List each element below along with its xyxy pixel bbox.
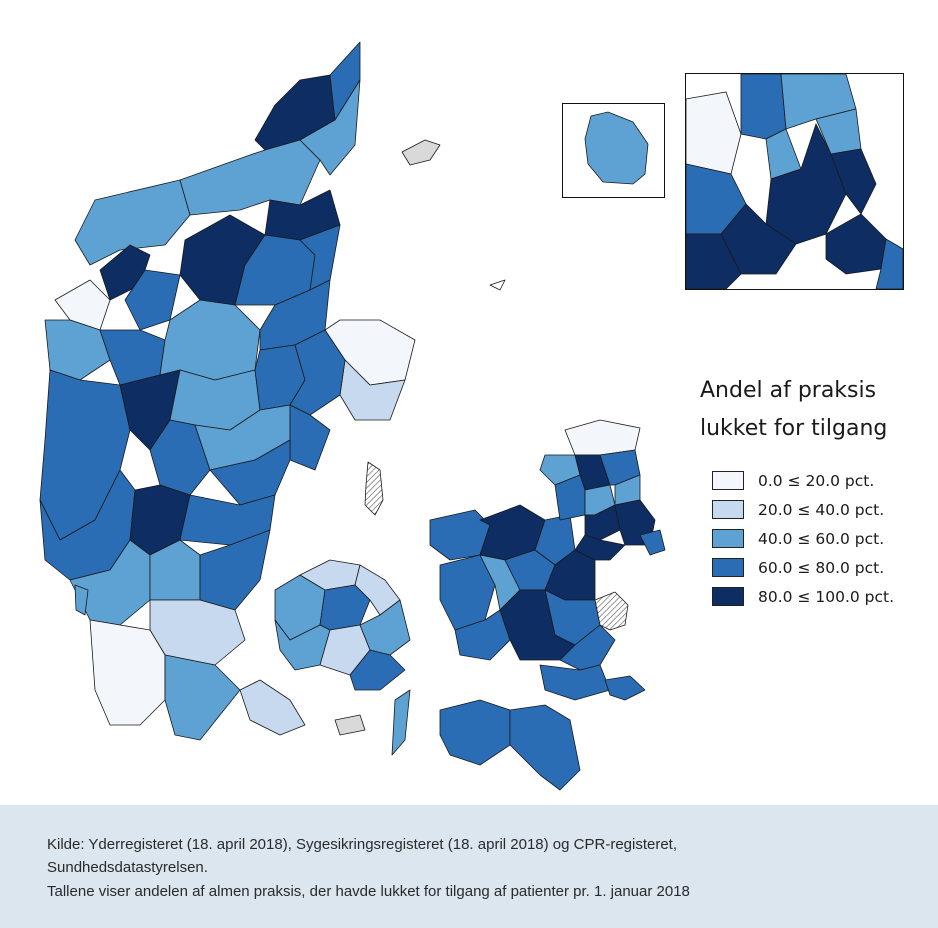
source-line-1: Kilde: Yderregisteret (18. april 2018), … bbox=[47, 836, 678, 853]
legend-swatch bbox=[712, 558, 744, 577]
region-langeland bbox=[391, 689, 411, 756]
legend-item: 0.0 ≤ 20.0 pct. bbox=[712, 466, 894, 495]
region-gribskov bbox=[564, 419, 641, 456]
region-samso bbox=[364, 461, 384, 516]
region-vordingborg bbox=[539, 664, 611, 701]
legend-title: Andel af praksis lukket for tilgang bbox=[700, 372, 930, 448]
region-moen bbox=[604, 675, 646, 701]
region-anholt bbox=[489, 279, 506, 291]
legend-label: 20.0 ≤ 40.0 pct. bbox=[758, 500, 885, 519]
region-svendborg bbox=[349, 649, 406, 691]
region-bornholm bbox=[584, 111, 649, 185]
region-stevns bbox=[594, 591, 629, 631]
legend-swatch bbox=[712, 529, 744, 548]
cph-region-b bbox=[740, 74, 787, 140]
legend-label: 60.0 ≤ 80.0 pct. bbox=[758, 558, 885, 577]
region-viborg bbox=[159, 299, 261, 381]
region-greve bbox=[574, 534, 626, 561]
note-text: Tallene viser andelen af almen praksis, … bbox=[47, 883, 690, 900]
legend-label: 80.0 ≤ 100.0 pct. bbox=[758, 587, 895, 606]
region-aarhus bbox=[289, 329, 346, 416]
region-aeroe bbox=[334, 714, 366, 736]
region-guldborgsund bbox=[509, 704, 581, 791]
region-aabenraa bbox=[164, 654, 241, 741]
region-sonderborg bbox=[239, 679, 306, 736]
legend-swatch bbox=[712, 471, 744, 490]
source-line-2: Sundhedsdatastyrelsen. bbox=[47, 859, 208, 876]
bornholm-map bbox=[584, 111, 649, 185]
legend-title-line1: Andel af praksis bbox=[700, 378, 877, 403]
legend-swatch bbox=[712, 587, 744, 606]
copenhagen-map bbox=[686, 74, 903, 289]
legend-item: 20.0 ≤ 40.0 pct. bbox=[712, 495, 894, 524]
legend-item: 80.0 ≤ 100.0 pct. bbox=[712, 582, 894, 611]
region-lolland bbox=[439, 699, 511, 766]
region-hjorring bbox=[179, 139, 321, 216]
cph-region-h bbox=[830, 148, 877, 215]
legend-label: 40.0 ≤ 60.0 pct. bbox=[758, 529, 885, 548]
cph-region-k bbox=[686, 233, 742, 289]
legend-item: 60.0 ≤ 80.0 pct. bbox=[712, 553, 894, 582]
footer-panel: Kilde: Yderregisteret (18. april 2018), … bbox=[0, 805, 938, 928]
cph-region-l bbox=[875, 238, 903, 289]
legend-item: 40.0 ≤ 60.0 pct. bbox=[712, 524, 894, 553]
legend-swatch bbox=[712, 500, 744, 519]
bornholm-inset bbox=[562, 103, 665, 198]
legend-label: 0.0 ≤ 20.0 pct. bbox=[758, 471, 875, 490]
region-laeso bbox=[401, 139, 441, 166]
region-tonder bbox=[89, 619, 166, 726]
region-skive bbox=[124, 269, 181, 331]
region-broenderslev bbox=[299, 79, 361, 176]
copenhagen-inset bbox=[685, 73, 904, 290]
source-text: Kilde: Yderregisteret (18. april 2018), … bbox=[47, 833, 917, 879]
legend: 0.0 ≤ 20.0 pct. 20.0 ≤ 40.0 pct. 40.0 ≤ … bbox=[712, 466, 894, 611]
region-odder bbox=[289, 404, 331, 471]
denmark-choropleth-map bbox=[39, 41, 666, 791]
region-thisted-south bbox=[54, 279, 111, 331]
cph-region-j bbox=[825, 213, 887, 275]
region-fano bbox=[74, 584, 89, 616]
legend-title-line2: lukket for tilgang bbox=[700, 416, 888, 441]
region-amager bbox=[639, 529, 666, 556]
cph-region-a bbox=[686, 91, 742, 175]
